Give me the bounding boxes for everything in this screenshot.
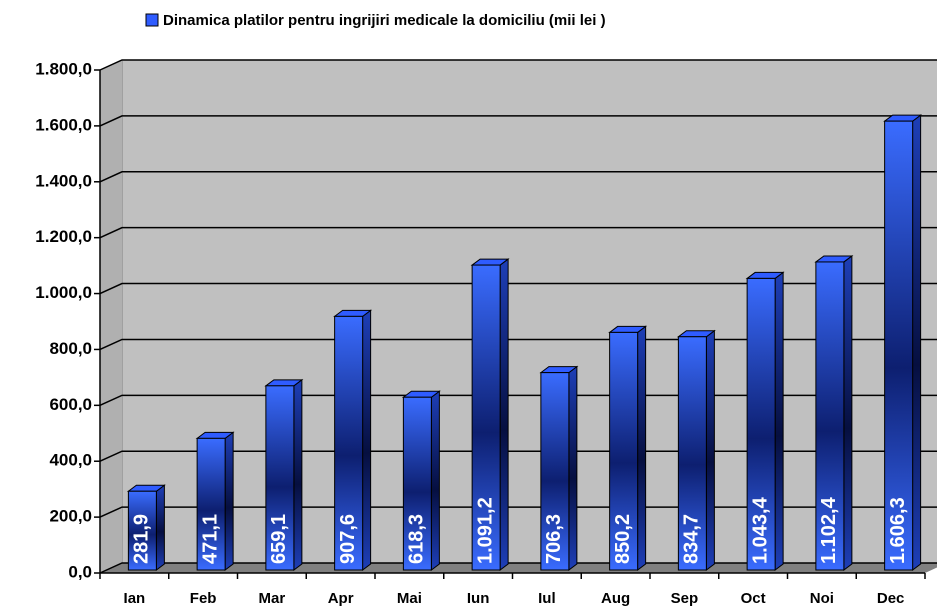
value-label: 618,3 xyxy=(406,514,428,564)
bar-side xyxy=(155,484,165,571)
bar-side xyxy=(362,309,372,571)
bar-front xyxy=(815,261,845,571)
value-label: 1.102,4 xyxy=(818,496,840,564)
bar xyxy=(814,254,854,571)
y-tick-label: 600,0 xyxy=(49,395,92,414)
y-tick-label: 200,0 xyxy=(49,507,92,526)
bar xyxy=(883,114,923,571)
y-tick-label: 1.200,0 xyxy=(35,227,92,246)
back-wall xyxy=(121,59,937,564)
bar-side xyxy=(568,365,578,571)
bar xyxy=(539,365,579,571)
x-tick-label: Noi xyxy=(810,590,834,607)
grid-line xyxy=(99,450,937,462)
value-label: 659,1 xyxy=(268,514,290,564)
bar xyxy=(264,378,304,571)
value-label: 471,1 xyxy=(199,514,221,564)
bar-side xyxy=(912,114,922,571)
x-tick-label: Apr xyxy=(328,590,354,607)
grid-line xyxy=(99,562,937,574)
value-label: 281,9 xyxy=(131,514,153,564)
bar-front xyxy=(196,437,226,571)
bar xyxy=(401,390,441,571)
grid-line xyxy=(99,282,937,295)
y-tick-label: 1.000,0 xyxy=(35,283,92,302)
grid-line xyxy=(99,338,937,351)
legend-swatch xyxy=(145,13,159,27)
value-label: 706,3 xyxy=(543,514,565,564)
bar-front xyxy=(677,336,707,571)
bar xyxy=(676,329,716,571)
x-tick-label: Iun xyxy=(467,590,490,607)
bar-front xyxy=(884,120,914,571)
bar-side xyxy=(637,325,647,571)
y-tick-label: 400,0 xyxy=(49,451,92,470)
bar-front xyxy=(471,264,501,571)
y-tick-label: 0,0 xyxy=(68,562,92,581)
grid-line xyxy=(99,394,937,407)
bar-front xyxy=(609,331,639,571)
bar xyxy=(333,309,373,571)
x-tick-label: Ian xyxy=(124,590,146,607)
x-tick-label: Mai xyxy=(397,590,422,607)
value-label: 907,6 xyxy=(337,514,359,564)
x-tick-label: Feb xyxy=(190,590,217,607)
bar-side xyxy=(705,329,715,571)
side-wall xyxy=(100,60,122,573)
bar xyxy=(470,258,510,571)
legend-label: Dinamica platilor pentru ingrijiri medic… xyxy=(163,12,606,29)
bar xyxy=(745,271,785,571)
x-tick-label: Sep xyxy=(671,590,699,607)
value-label: 1.043,4 xyxy=(749,496,771,564)
bar-front xyxy=(127,490,157,571)
grid-line xyxy=(99,226,937,239)
x-tick-label: Mar xyxy=(259,590,286,607)
bar-front xyxy=(402,396,432,571)
bar-side xyxy=(224,431,234,571)
bar-front xyxy=(540,372,570,571)
value-label: 1.606,3 xyxy=(887,497,909,564)
bar-front xyxy=(334,315,364,571)
bar-side xyxy=(293,378,303,571)
value-label: 1.091,2 xyxy=(474,497,496,564)
x-tick-label: Oct xyxy=(741,590,766,607)
value-label: 834,7 xyxy=(681,514,703,564)
grid-line xyxy=(99,171,937,183)
x-tick-label: Aug xyxy=(601,590,630,607)
y-tick-label: 800,0 xyxy=(49,339,92,358)
floor xyxy=(100,563,937,573)
y-tick-label: 1.400,0 xyxy=(35,171,92,190)
y-tick-label: 1.600,0 xyxy=(35,115,92,134)
bar-side xyxy=(843,254,853,571)
x-tick-label: Iul xyxy=(538,590,556,607)
x-tick-label: Dec xyxy=(877,590,905,607)
y-tick-label: 1.800,0 xyxy=(35,59,92,78)
grid-line xyxy=(99,506,937,518)
bar xyxy=(195,431,235,571)
bar-front xyxy=(746,277,776,571)
bar xyxy=(126,484,166,571)
grid-line xyxy=(99,59,937,71)
value-label: 850,2 xyxy=(612,514,634,564)
grid-line xyxy=(99,115,937,127)
bar-side xyxy=(774,271,784,571)
bar-side xyxy=(430,390,440,571)
bar-side xyxy=(499,258,509,571)
bar-front xyxy=(265,385,295,571)
bar xyxy=(608,325,648,571)
